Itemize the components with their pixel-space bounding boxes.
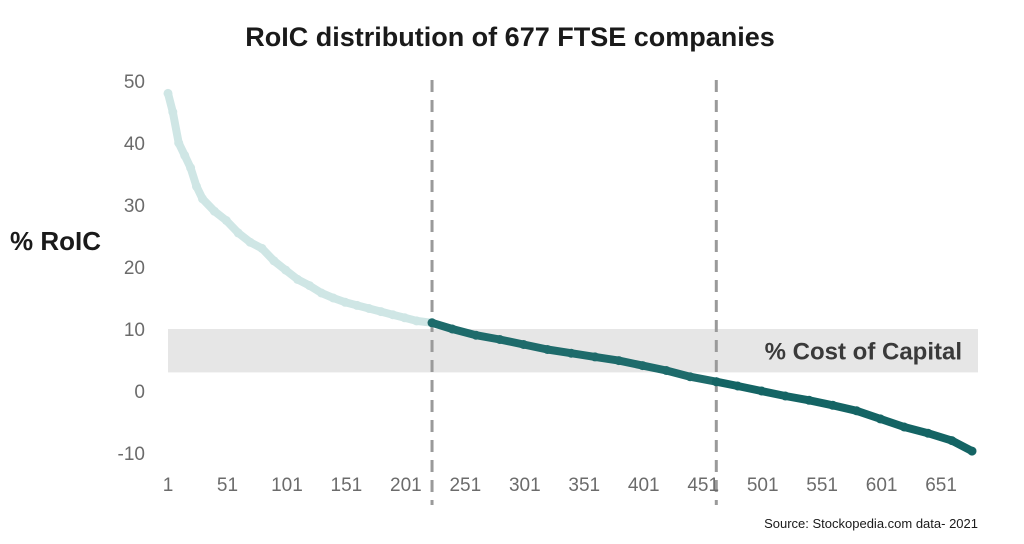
data-point xyxy=(376,307,386,317)
x-tick-label: 251 xyxy=(449,475,481,496)
x-tick-label: 101 xyxy=(271,475,303,496)
data-point xyxy=(519,340,529,349)
data-point xyxy=(328,293,338,303)
y-tick-label: 30 xyxy=(124,196,145,217)
data-point xyxy=(685,372,695,382)
data-point xyxy=(566,348,576,358)
cost-of-capital-label: % Cost of Capital xyxy=(765,339,962,366)
data-point xyxy=(192,181,201,191)
x-tick-layer: 1 51 101 151 201 251 301 351 401 451 501 551 601 651 xyxy=(163,475,957,496)
data-point xyxy=(281,265,291,275)
data-point xyxy=(245,237,255,247)
data-point xyxy=(168,107,178,117)
data-point xyxy=(257,243,267,253)
x-tick-label: 401 xyxy=(628,475,660,496)
data-point xyxy=(293,274,303,284)
divider-layer xyxy=(430,80,718,505)
series-line xyxy=(712,377,976,456)
x-tick-label: 51 xyxy=(217,475,238,496)
series-line xyxy=(164,89,436,327)
data-point xyxy=(711,377,721,387)
data-point xyxy=(388,310,398,320)
data-point xyxy=(364,304,374,313)
x-tick-label: 501 xyxy=(747,475,779,496)
data-point xyxy=(852,406,862,416)
data-point xyxy=(923,428,933,438)
cost-of-capital-band-layer: % Cost of Capital xyxy=(168,329,978,373)
data-point xyxy=(733,381,743,391)
x-tick-label: 201 xyxy=(390,475,422,496)
data-point xyxy=(638,361,648,371)
data-point xyxy=(305,281,314,291)
data-point xyxy=(828,400,838,410)
data-point xyxy=(590,352,600,362)
data-point xyxy=(180,150,190,160)
data-point xyxy=(542,345,552,354)
x-tick-label: 451 xyxy=(687,475,719,496)
y-tick-label: -10 xyxy=(118,444,145,465)
data-point xyxy=(221,216,231,225)
data-point xyxy=(427,318,437,328)
x-tick-label: 301 xyxy=(509,475,541,496)
data-point xyxy=(174,138,184,148)
x-tick-label: 351 xyxy=(568,475,600,496)
x-tick-label: 1 xyxy=(163,475,174,496)
data-point xyxy=(495,335,505,344)
series-layer xyxy=(163,88,977,456)
data-point xyxy=(875,414,885,424)
y-tick-layer: 50 40 30 20 10 0 -10 xyxy=(118,72,145,465)
data-point xyxy=(316,288,326,298)
data-point xyxy=(471,330,481,340)
data-point xyxy=(400,313,410,323)
x-tick-label: 651 xyxy=(925,475,957,496)
data-point xyxy=(186,163,196,173)
data-point xyxy=(780,391,790,401)
data-point xyxy=(233,228,243,238)
x-tick-label: 151 xyxy=(331,475,363,496)
y-tick-label: 20 xyxy=(124,258,145,279)
data-point xyxy=(447,324,457,334)
data-point xyxy=(967,446,977,456)
data-point xyxy=(899,422,909,432)
y-axis-label: % RoIC xyxy=(10,226,101,256)
data-point xyxy=(340,297,350,307)
data-point xyxy=(661,366,671,375)
x-tick-label: 551 xyxy=(806,475,838,496)
source-note: Source: Stockopedia.com data- 2021 xyxy=(764,516,978,531)
data-point xyxy=(198,194,207,204)
y-tick-label: 50 xyxy=(124,72,145,93)
y-tick-label: 0 xyxy=(134,382,145,403)
data-point xyxy=(947,436,957,446)
x-tick-label: 601 xyxy=(866,475,898,496)
data-point xyxy=(352,300,362,310)
y-tick-label: 10 xyxy=(124,320,145,341)
data-point xyxy=(757,386,766,396)
chart-title: RoIC distribution of 677 FTSE companies xyxy=(245,22,775,52)
data-point xyxy=(412,316,422,326)
data-point xyxy=(804,395,814,405)
y-tick-label: 40 xyxy=(124,134,145,155)
data-point xyxy=(269,256,279,266)
data-point xyxy=(163,88,173,98)
data-point xyxy=(614,356,624,366)
data-point xyxy=(209,206,219,216)
